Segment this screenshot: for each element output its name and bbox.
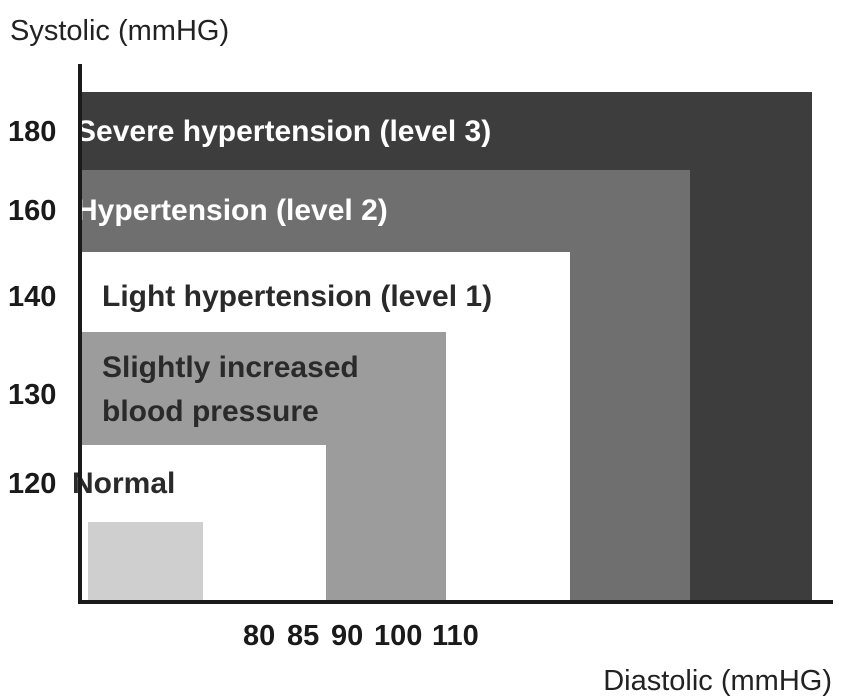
zone-label-light: Light hypertension (level 1) <box>102 280 492 313</box>
y-tick-120: 120 <box>8 468 56 500</box>
y-tick-160: 160 <box>8 195 56 227</box>
x-tick-100: 100 <box>374 620 422 652</box>
y-tick-180: 180 <box>8 116 56 148</box>
zone-label-normal: Normal <box>72 467 175 500</box>
y-tick-130: 130 <box>8 379 56 411</box>
x-tick-80: 80 <box>243 620 275 652</box>
x-axis-title: Diastolic (mmHG) <box>603 665 832 697</box>
y-tick-140: 140 <box>8 281 56 313</box>
zone-label-slightly-line2: blood pressure <box>102 395 319 428</box>
x-tick-110: 110 <box>432 620 479 652</box>
zone-label-hypertension: Hypertension (level 2) <box>76 194 388 227</box>
zone-optimal <box>88 522 203 602</box>
y-axis-title: Systolic (mmHG) <box>10 15 229 47</box>
zone-label-slightly-line1: Slightly increased <box>102 351 359 384</box>
x-tick-90: 90 <box>331 620 363 652</box>
zone-label-severe: Severe hypertension (level 3) <box>76 115 491 148</box>
x-tick-85: 85 <box>287 620 319 652</box>
